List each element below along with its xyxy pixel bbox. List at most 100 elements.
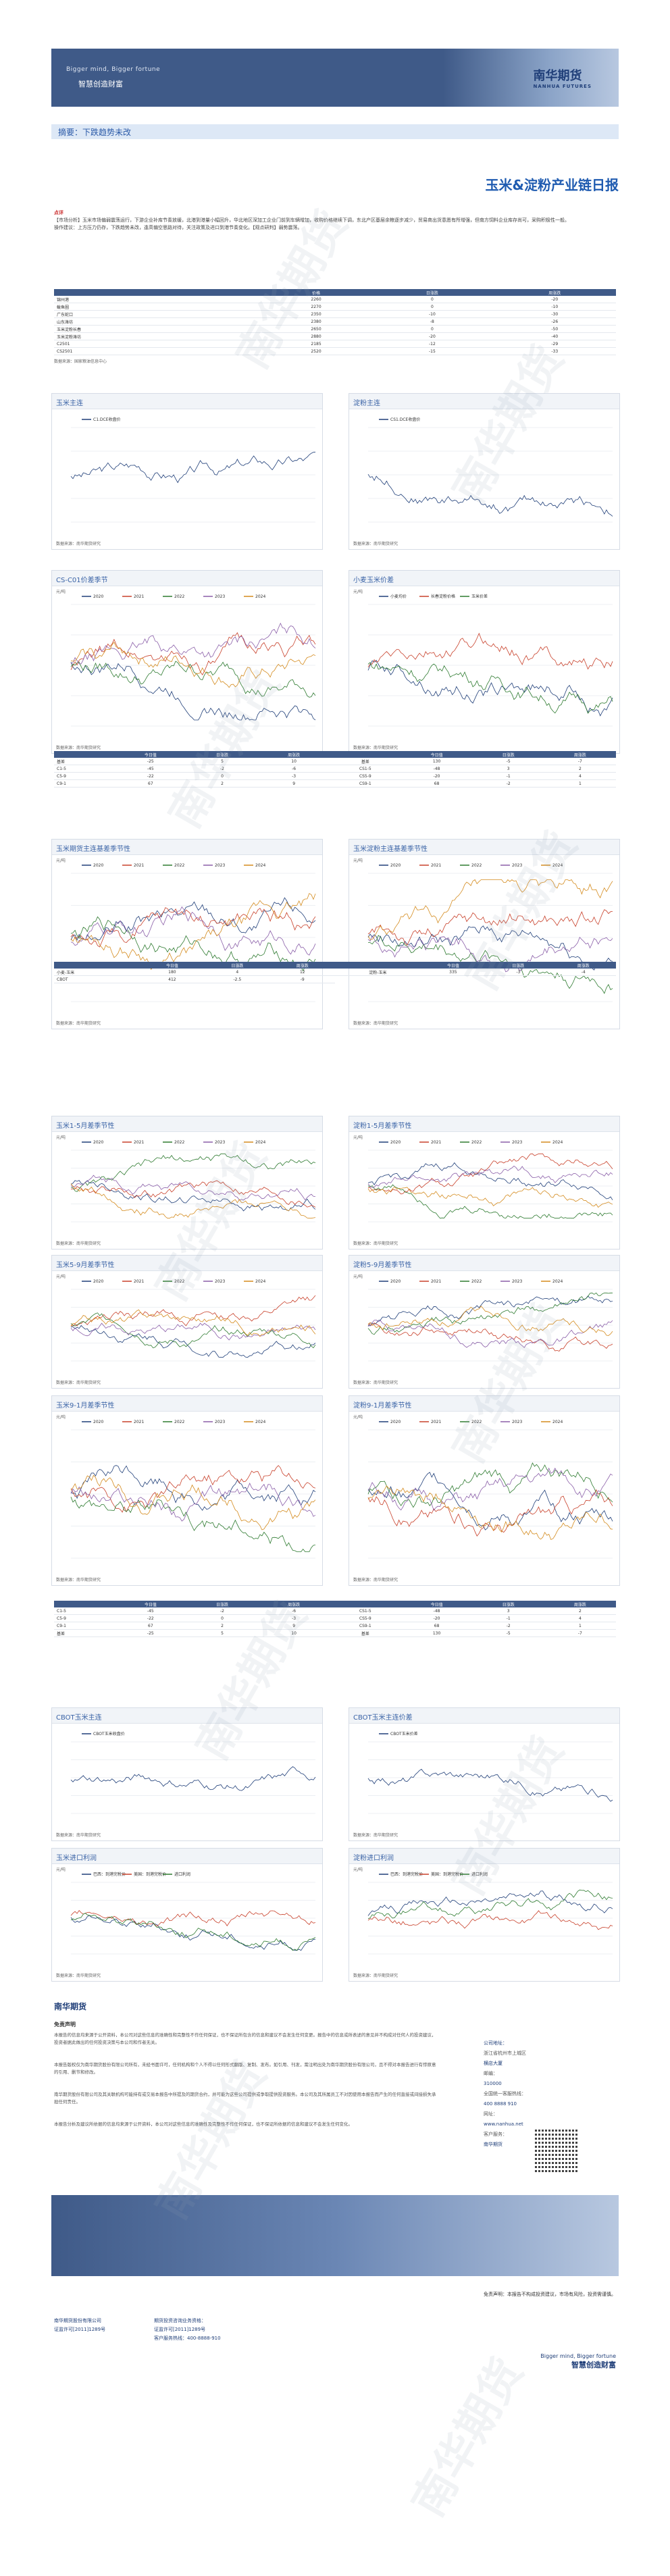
chart-source: 数据来源：南华期货研究 bbox=[56, 746, 101, 750]
chart-header: 玉米期货主连基差季节性 bbox=[52, 840, 322, 855]
table-cell: -3 bbox=[486, 969, 551, 976]
table-cell: -7 bbox=[544, 1629, 616, 1637]
table-cell: 9 bbox=[258, 1622, 330, 1630]
legend-label: 玉米价差 bbox=[471, 594, 488, 599]
table-cell: -9 bbox=[269, 975, 335, 983]
table-cell: -48 bbox=[401, 765, 473, 773]
chart-title: 淀粉进口利润 bbox=[353, 1855, 394, 1862]
table-cell: 5 bbox=[186, 1629, 259, 1637]
series-line bbox=[70, 1766, 316, 1791]
summary-bar: 摘要：下跌趋势未改 bbox=[51, 124, 619, 139]
series-line bbox=[70, 897, 316, 942]
contact-line: 横店大厦 bbox=[484, 2061, 502, 2066]
table-row: C1-5 -45 -2 -6 CS1-5 -48 3 2 bbox=[54, 765, 616, 773]
chart-unit: 元/吨 bbox=[56, 1415, 66, 1420]
table-cell: -3 bbox=[258, 772, 330, 780]
table-cell: 10 bbox=[258, 1629, 330, 1637]
table-row: C1-5 -45 -2 -6 CS1-5 -48 3 2 bbox=[54, 1607, 616, 1615]
legend-label: 2022 bbox=[471, 863, 482, 868]
chart-header: 玉米1-5月差季节性 bbox=[52, 1116, 322, 1132]
summary-label: 摘要： bbox=[58, 128, 83, 137]
table-header-cell: 周涨跌 bbox=[493, 289, 616, 296]
table-header-cell: 周涨跌 bbox=[269, 962, 335, 969]
table-cell: -1 bbox=[472, 1614, 544, 1622]
table-cell: 广东蛇口 bbox=[54, 310, 261, 318]
series-line bbox=[367, 1768, 613, 1802]
table-cell: 2185 bbox=[261, 340, 371, 348]
table-cell: 180 bbox=[139, 969, 205, 976]
series-line bbox=[367, 1295, 613, 1326]
legend-label: 2022 bbox=[174, 594, 184, 599]
table-cell: CS2501 bbox=[54, 347, 261, 355]
table-header-cell bbox=[334, 962, 421, 969]
table-row: C2501 2185 -12 -29 bbox=[54, 340, 616, 348]
chart-title: 淀粉5-9月差季节性 bbox=[353, 1262, 412, 1269]
series-line bbox=[367, 1889, 613, 1920]
legend-label: 2024 bbox=[255, 1420, 265, 1424]
legend-label: 2024 bbox=[552, 1420, 563, 1424]
series-line bbox=[367, 1910, 613, 1930]
legend-label: 2023 bbox=[512, 1140, 522, 1145]
table-cell: 3 bbox=[472, 1607, 544, 1615]
chart-panel-c3: CS-C01价差季节 元/吨 数据来源：南华期货研究 2020 2021 2022 2023… bbox=[51, 570, 323, 754]
series-line bbox=[367, 1292, 613, 1335]
series-line bbox=[70, 1483, 316, 1522]
chart-panel-c7: 玉米1-5月差季节性 元/吨 数据来源：南华期货研究 2020 2021 2022 2023… bbox=[51, 1116, 323, 1250]
chart-plot: 2020 2021 2022 2023 2024 bbox=[70, 1420, 316, 1559]
contact-line: 网址： bbox=[484, 2111, 498, 2117]
series-line bbox=[70, 1474, 316, 1530]
spread-table-3: 今日值 日涨跌 周涨跌 今日值 日涨跌 周涨跌 C1-5 -45 -2 -6 CS1-5 -48 3 2 C… bbox=[54, 1601, 616, 1637]
legend-label: 2021 bbox=[431, 1140, 441, 1145]
chart-panel-c2: 淀粉主连 数据来源：南华期货研究 CS1.DCE收盘价 bbox=[349, 393, 620, 550]
series-line bbox=[367, 1890, 613, 1916]
legend-label: 2020 bbox=[390, 1140, 401, 1145]
chart-plot: 2020 2021 2022 2023 2024 bbox=[70, 594, 316, 727]
footer-tag-cn: 智慧创造财富 bbox=[571, 2361, 616, 2369]
series-line bbox=[367, 1165, 613, 1188]
series-line bbox=[367, 925, 613, 971]
legend-label: 2021 bbox=[134, 1279, 144, 1284]
contact-line: 400 8888 910 bbox=[484, 2101, 517, 2107]
series-line bbox=[70, 661, 316, 721]
chart-title: CBOT玉米主连 bbox=[56, 1714, 102, 1722]
footer-addr-line: 期货投资咨询业务资格： bbox=[154, 2318, 206, 2323]
table-cell: -30 bbox=[493, 310, 616, 318]
legend-label: 2021 bbox=[134, 1140, 144, 1145]
qr-code-icon bbox=[534, 2128, 578, 2172]
chart-unit: 元/吨 bbox=[353, 1274, 363, 1279]
chart-plot: 2020 2021 2022 2023 2024 bbox=[70, 1140, 316, 1222]
table-cell: 2350 bbox=[261, 310, 371, 318]
legend-label: 2024 bbox=[552, 1140, 563, 1145]
legend-label: 2023 bbox=[215, 1279, 225, 1284]
table-cell: -2 bbox=[472, 1622, 544, 1630]
table-header-cell: 日涨跌 bbox=[186, 751, 259, 758]
table-cell: -2.5 bbox=[205, 975, 270, 983]
series-line bbox=[70, 632, 316, 675]
footer-p4: 本报告分析及建议所依据的信息均来源于公开资料，本公司对这些信息的准确性及完整性不… bbox=[54, 2121, 353, 2127]
chart-plot: 2020 2021 2022 2023 2024 bbox=[70, 1279, 316, 1362]
chart-header: 淀粉9-1月差季节性 bbox=[349, 1396, 619, 1412]
table-cell: 412 bbox=[139, 975, 205, 983]
table-cell: 4 bbox=[544, 1614, 616, 1622]
footer-address: 南华期货股份有限公司 证监许可[2011]1289号 bbox=[54, 2317, 105, 2334]
chart-unit: 元/吨 bbox=[353, 1135, 363, 1140]
table-cell: 1 bbox=[544, 779, 616, 788]
footer-heading: 免责声明 bbox=[54, 2021, 76, 2028]
chart-plot: 巴西：到港完税价 美国：到港完税价 进口利润 bbox=[367, 1872, 613, 1955]
table-cell: 130 bbox=[401, 758, 473, 765]
spread-table-1: 今日值 日涨跌 周涨跌 今日值 日涨跌 周涨跌 基差 -25 5 10 基差 130 -5 -7 C1-5-… bbox=[54, 751, 616, 788]
table-header-cell: 今日值 bbox=[420, 962, 486, 969]
series-line bbox=[70, 1175, 316, 1201]
table-cell: 基差 bbox=[54, 1629, 115, 1637]
table-cell: -20 bbox=[401, 1614, 473, 1622]
chart-plot: C1.DCE收盘价 bbox=[70, 417, 316, 523]
table-row: 玉米淀粉长春 2650 0 -50 bbox=[54, 325, 616, 333]
header-tagline-cn: 智慧创造财富 bbox=[78, 80, 123, 88]
table-cell: -2 bbox=[186, 1607, 259, 1615]
legend-label: 2024 bbox=[552, 1279, 563, 1284]
chart-source: 数据来源：南华期货研究 bbox=[56, 542, 101, 546]
legend-label: 2021 bbox=[134, 594, 144, 599]
chart-source: 数据来源：南华期货研究 bbox=[353, 1974, 398, 1978]
table-row: 广东蛇口 2350 -10 -30 bbox=[54, 310, 616, 318]
legend-label: 2021 bbox=[431, 1420, 441, 1424]
